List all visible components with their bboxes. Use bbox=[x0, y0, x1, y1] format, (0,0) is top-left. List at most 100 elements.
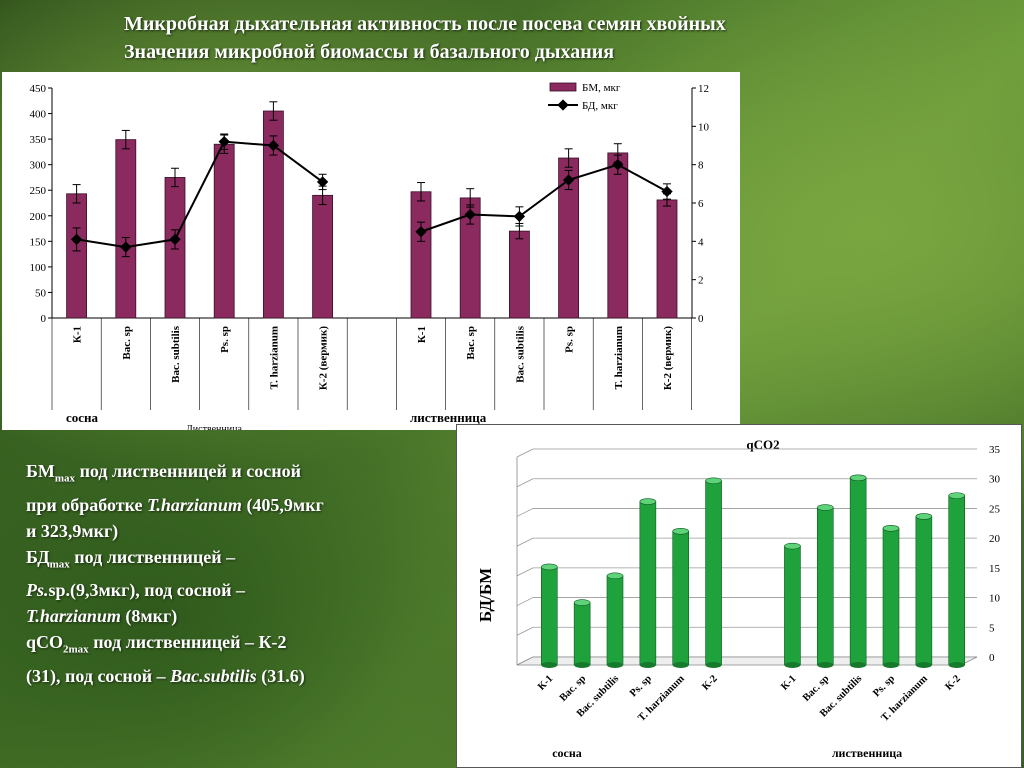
qco2-bar-base bbox=[784, 662, 801, 668]
qco2-bar-top bbox=[784, 542, 801, 550]
qco2-grid-depth bbox=[516, 567, 534, 577]
category-label: Ps. sp bbox=[564, 326, 576, 353]
biomass-bar bbox=[66, 193, 87, 319]
note-subscript: max bbox=[49, 558, 70, 571]
qco2-grid-depth bbox=[516, 537, 534, 547]
qco2-bar bbox=[816, 507, 834, 666]
note-text: и 323,9мкг) bbox=[26, 520, 119, 541]
qco2-grid-depth bbox=[516, 626, 534, 636]
right-tick-label: 8 bbox=[698, 160, 704, 172]
summary-notes: БМmax под лиственницей и сосной при обра… bbox=[26, 458, 456, 689]
qco2-group-label-pine: сосна bbox=[552, 746, 582, 760]
qco2-bar bbox=[573, 602, 591, 666]
biomass-bar bbox=[508, 230, 530, 319]
qco2-bar bbox=[948, 495, 966, 666]
respiration-point bbox=[316, 176, 329, 188]
note-line-6: T.harzianum (8мкг) bbox=[26, 603, 456, 629]
right-tick-label: 12 bbox=[698, 83, 709, 95]
respiration-point bbox=[612, 159, 624, 171]
qco2-category-label: К-2 bbox=[700, 673, 719, 692]
note-text: под лиственницей и сосной bbox=[75, 461, 301, 481]
right-tick-label: 4 bbox=[698, 236, 704, 248]
slide-title: Микробная дыхательная активность после п… bbox=[124, 10, 1004, 66]
qco2-tick-label: 0 bbox=[989, 652, 995, 664]
left-tick-label: 250 bbox=[30, 185, 47, 197]
category-label: T. harzianum bbox=[613, 326, 625, 389]
qco2-tick-label: 10 bbox=[989, 593, 1001, 605]
qco2-tick-label: 35 bbox=[989, 444, 1001, 456]
legend-label-biomass: БМ, мкг bbox=[582, 82, 621, 94]
qco2-bar-base bbox=[705, 662, 722, 668]
qco2-y-axis-label: БД/БМ bbox=[476, 568, 495, 622]
qco2-bar-base bbox=[541, 662, 558, 668]
category-label: К-1 bbox=[416, 326, 428, 343]
qco2-bar-top bbox=[540, 563, 558, 571]
qco2-tick-label: 20 bbox=[989, 533, 1001, 545]
qco2-bar-base bbox=[817, 662, 834, 668]
qco2-tick-label: 5 bbox=[989, 622, 995, 634]
respiration-line bbox=[76, 140, 324, 249]
qco2-grid-depth bbox=[516, 597, 534, 606]
qco2-chart-title: qCO2 bbox=[746, 437, 779, 452]
title-line-2: Значения микробной биомассы и базального… bbox=[124, 41, 615, 63]
note-text: (405,9мкг bbox=[241, 494, 324, 515]
qco2-bar bbox=[915, 516, 933, 666]
qco2-bar bbox=[672, 530, 690, 666]
note-subscript: max bbox=[54, 472, 76, 485]
respiration-point bbox=[415, 226, 427, 238]
biomass-bar bbox=[410, 191, 432, 319]
note-text: при обработке bbox=[26, 494, 148, 515]
qco2-bar-top bbox=[816, 504, 834, 511]
biomass-respiration-chart-panel: 0 50 100 150 200 250 300 350 400 450 0 2 4 6 8 10 12 К-1 B… bbox=[2, 72, 740, 430]
qco2-bar-top bbox=[915, 513, 933, 520]
biomass-bar bbox=[213, 143, 235, 319]
qco2-chart-panel: qCO2 0 5 10 15 20 25 30 35 К-1 Bac. sp Bac. subtili… bbox=[456, 424, 1022, 768]
qco2-category-label: Bac. sp bbox=[801, 673, 832, 704]
qco2-bar-top bbox=[948, 492, 966, 499]
left-tick-label: 400 bbox=[30, 109, 47, 121]
note-text: sp.(9,3мкг), под сосной – bbox=[48, 580, 246, 601]
qco2-bar-top bbox=[705, 477, 722, 485]
left-tick-label: 350 bbox=[30, 134, 47, 146]
left-tick-label: 100 bbox=[30, 262, 47, 274]
group-label-pine: сосна bbox=[66, 410, 99, 425]
left-tick-label: 50 bbox=[35, 287, 47, 299]
category-label: Bac. sp bbox=[465, 326, 477, 360]
biomass-bar bbox=[607, 152, 629, 319]
respiration-point bbox=[661, 185, 673, 198]
note-italic: Ps. bbox=[26, 580, 49, 601]
qco2-bar-base bbox=[672, 662, 689, 668]
right-tick-label: 10 bbox=[698, 121, 710, 133]
respiration-point bbox=[169, 233, 181, 246]
note-line-5: Ps.sp.(9,3мкг), под сосной – bbox=[26, 577, 456, 603]
legend-swatch-biomass bbox=[549, 82, 577, 92]
note-text: под лиственницей – bbox=[69, 546, 236, 567]
qco2-bar-base bbox=[948, 662, 965, 668]
respiration-point bbox=[513, 210, 526, 223]
category-label: T. harzianum bbox=[268, 326, 280, 389]
category-label: Ps. sp bbox=[219, 326, 231, 353]
note-text: под лиственницей – К-2 bbox=[88, 632, 287, 653]
qco2-tick-label: 25 bbox=[989, 503, 1001, 515]
qco2-bar-base bbox=[639, 662, 656, 668]
qco2-bar-base bbox=[574, 662, 591, 668]
group-label-larch: лиственница bbox=[410, 410, 487, 425]
qco2-grid-depth bbox=[516, 448, 534, 458]
note-italic: T.harzianum bbox=[26, 606, 121, 627]
right-tick-label: 0 bbox=[698, 313, 704, 325]
qco2-bar bbox=[639, 501, 657, 666]
qco2-tick-label: 30 bbox=[989, 474, 1001, 486]
qco2-group-label-larch: лиственница bbox=[832, 746, 902, 760]
note-text: (8мкг) bbox=[120, 606, 178, 627]
note-text: (31.6) bbox=[256, 665, 305, 686]
respiration-point bbox=[218, 136, 230, 148]
note-text: (31), под сосной – bbox=[26, 665, 171, 686]
qco2-bar-top bbox=[606, 572, 624, 580]
right-tick-label: 2 bbox=[698, 275, 704, 287]
category-label: К-1 bbox=[72, 326, 84, 343]
qco2-bar bbox=[849, 477, 867, 666]
qco2-bar bbox=[705, 480, 722, 666]
qco2-category-label: К-1 bbox=[779, 673, 798, 692]
left-tick-label: 150 bbox=[30, 236, 47, 248]
note-text: qCO bbox=[26, 632, 64, 653]
